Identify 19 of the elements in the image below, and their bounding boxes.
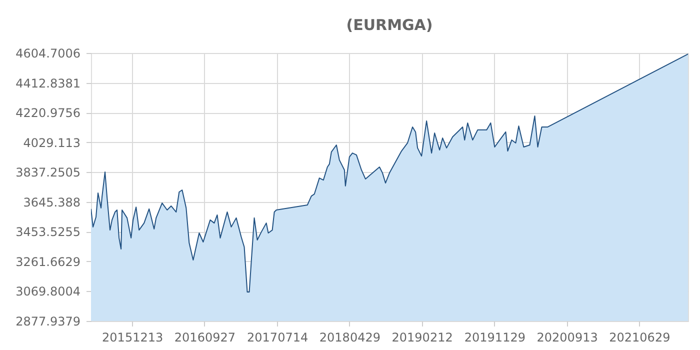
x-tick-label: 20200913 bbox=[536, 330, 598, 344]
x-tick-label: 20170714 bbox=[247, 330, 308, 344]
x-tick-label: 20191129 bbox=[464, 330, 526, 344]
y-tick-label: 4604.7006 bbox=[16, 46, 80, 60]
y-tick-label: 3261.6629 bbox=[16, 254, 80, 269]
x-tick-label: 20190212 bbox=[392, 330, 453, 344]
x-tick-label: 20210629 bbox=[609, 330, 670, 344]
y-tick-label: 2877.9379 bbox=[16, 314, 80, 328]
x-tick-label: 20151213 bbox=[102, 330, 164, 344]
y-tick-label: 4029.113 bbox=[23, 136, 80, 150]
y-tick-label: 3645.388 bbox=[23, 195, 80, 210]
y-tick-label: 4412.8381 bbox=[16, 76, 80, 90]
y-tick-label: 3453.5255 bbox=[16, 225, 80, 240]
y-tick-label: 3069.8004 bbox=[16, 284, 80, 299]
x-tick-label: 20160927 bbox=[174, 330, 236, 344]
chart-title: (EURMGA) bbox=[346, 16, 433, 34]
x-tick-label: 20180429 bbox=[319, 330, 380, 344]
y-tick-label: 3837.2505 bbox=[16, 166, 80, 180]
y-tick-label: 4220.9756 bbox=[16, 106, 80, 120]
